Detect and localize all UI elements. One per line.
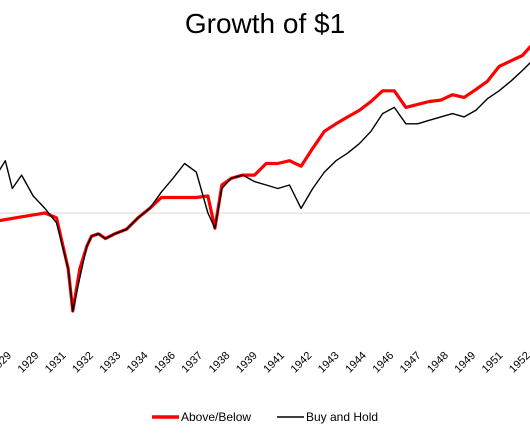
x-tick-label: 1936 (152, 350, 178, 376)
x-tick-label: 1934 (125, 350, 151, 376)
x-tick-label: 1939 (234, 350, 260, 376)
x-tick-label: 1952 (507, 350, 530, 376)
x-tick-label: 1932 (70, 350, 96, 376)
x-tick-label: 1943 (316, 350, 342, 376)
legend-label-1: Buy and Hold (306, 410, 378, 424)
x-tick-label: 1938 (207, 350, 233, 376)
x-tick-label: 1949 (452, 350, 478, 376)
x-tick-label: 1948 (425, 350, 451, 376)
legend-label-0: Above/Below (181, 410, 251, 424)
x-tick-label: 1951 (480, 350, 506, 376)
series-line-0 (0, 44, 530, 313)
x-tick-label: 1947 (398, 350, 424, 376)
x-tick-label: 1941 (261, 350, 287, 376)
x-tick-label: 1942 (289, 350, 315, 376)
x-tick-label: 1946 (371, 350, 397, 376)
x-tick-label: 1929 (0, 350, 14, 376)
x-tick-label: 1933 (98, 350, 124, 376)
x-tick-label: 1929 (16, 350, 42, 376)
x-tick-label: 1931 (43, 350, 69, 376)
chart-title: Growth of $1 (184, 8, 346, 39)
x-tick-label: 1944 (343, 350, 369, 376)
series-line-1 (0, 62, 530, 312)
x-tick-label: 1937 (179, 350, 205, 376)
